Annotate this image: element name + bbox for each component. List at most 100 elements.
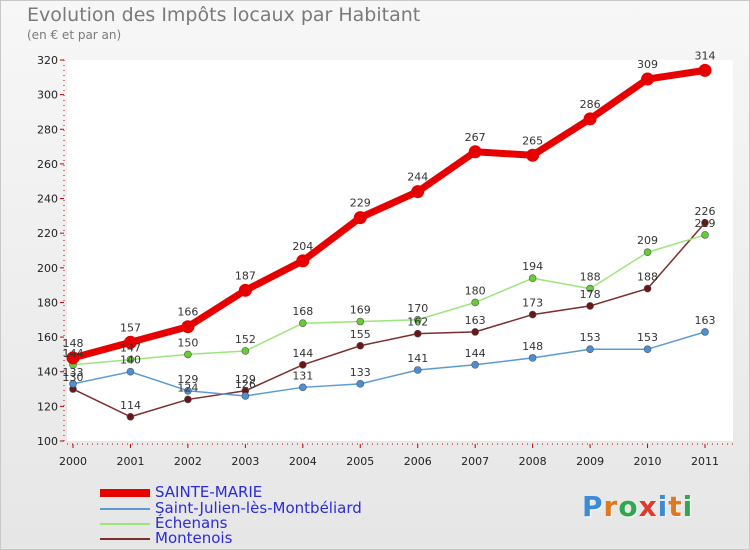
y-tick-label: 140 xyxy=(37,366,58,379)
data-point xyxy=(299,360,307,369)
data-label: 157 xyxy=(120,321,141,334)
data-label: 148 xyxy=(522,340,543,353)
data-point xyxy=(413,329,422,338)
y-tick-label: 120 xyxy=(37,400,58,413)
data-label: 173 xyxy=(522,297,543,310)
logo-letter: r xyxy=(603,490,619,523)
x-tick-label: 2005 xyxy=(346,455,374,468)
data-point xyxy=(411,185,425,199)
data-label: 131 xyxy=(292,369,313,382)
data-point xyxy=(184,386,192,395)
data-point xyxy=(528,354,537,362)
data-point xyxy=(413,315,422,324)
y-tick-label: 200 xyxy=(37,262,58,275)
logo-letter: i xyxy=(657,490,669,523)
data-label: 166 xyxy=(177,306,198,319)
series-line-2 xyxy=(72,234,706,366)
legend-swatch xyxy=(100,538,150,540)
data-point xyxy=(353,211,367,225)
data-point xyxy=(238,283,252,297)
data-point xyxy=(643,248,652,257)
data-point xyxy=(701,328,709,336)
y-tick-label: 240 xyxy=(37,193,58,206)
data-point xyxy=(69,380,77,388)
x-tick-label: 2008 xyxy=(519,455,547,468)
data-point xyxy=(701,231,709,239)
data-label: 162 xyxy=(407,316,428,329)
data-point xyxy=(698,63,712,77)
data-label: 153 xyxy=(580,331,601,344)
data-label: 226 xyxy=(695,205,716,218)
data-label: 168 xyxy=(292,305,313,318)
y-tick-label: 160 xyxy=(37,331,58,344)
data-point xyxy=(471,360,479,369)
series-line-3 xyxy=(72,222,706,418)
x-tick-label: 2002 xyxy=(174,455,202,468)
chart-title: Evolution des Impôts locaux par Habitant xyxy=(27,4,421,26)
data-label: 286 xyxy=(580,98,601,111)
data-label: 130 xyxy=(63,371,84,384)
series-line-0 xyxy=(69,66,709,362)
data-point xyxy=(471,298,479,307)
data-label: 163 xyxy=(695,314,716,327)
data-point xyxy=(181,320,195,334)
data-label: 194 xyxy=(522,260,543,273)
data-label: 265 xyxy=(522,134,543,147)
data-label: 114 xyxy=(120,399,141,412)
data-label: 244 xyxy=(407,171,428,184)
x-tick-label: 2006 xyxy=(404,455,432,468)
data-label: 267 xyxy=(465,131,486,144)
legend-swatch xyxy=(100,508,150,510)
data-point xyxy=(356,317,365,326)
data-label: 170 xyxy=(407,302,428,315)
series-line-1 xyxy=(72,331,706,397)
proxiti-logo: Proxiti xyxy=(582,490,693,523)
data-label: 144 xyxy=(63,347,84,360)
data-label: 141 xyxy=(407,352,428,365)
data-point xyxy=(643,345,652,354)
legend-label: Saint-Julien-lès-Montbéliard xyxy=(155,499,362,517)
x-tick-label: 2011 xyxy=(691,455,719,468)
data-label: 219 xyxy=(695,217,716,230)
y-tick-label: 300 xyxy=(37,89,58,102)
data-point xyxy=(526,148,540,162)
chart-subtitle: (en € et par an) xyxy=(27,28,122,42)
data-label: 314 xyxy=(695,49,716,62)
logo-letter: o xyxy=(618,490,639,523)
data-point xyxy=(413,366,422,374)
data-label: 188 xyxy=(637,271,658,284)
data-label: 209 xyxy=(637,234,658,247)
legend-swatch xyxy=(100,523,150,525)
x-tick-label: 2003 xyxy=(231,455,259,468)
data-label: 163 xyxy=(465,314,486,327)
logo-letter: x xyxy=(638,490,658,523)
data-label: 309 xyxy=(637,58,658,71)
data-point xyxy=(126,412,135,421)
x-tick-label: 2009 xyxy=(576,455,604,468)
data-label: 147 xyxy=(120,342,141,355)
plot-area xyxy=(67,60,733,441)
x-tick-label: 2001 xyxy=(116,455,144,468)
legend-swatch xyxy=(100,489,150,497)
data-point xyxy=(471,328,479,336)
data-point xyxy=(126,355,135,364)
data-label: 129 xyxy=(235,373,256,386)
y-tick-label: 180 xyxy=(37,296,58,309)
x-tick-label: 2010 xyxy=(634,455,662,468)
logo-letter: t xyxy=(668,490,683,523)
data-point xyxy=(241,347,250,355)
data-point xyxy=(299,383,307,392)
data-label: 187 xyxy=(235,269,256,282)
data-point xyxy=(528,274,537,283)
data-label: 153 xyxy=(637,331,658,344)
data-point xyxy=(184,395,192,404)
y-tick-label: 220 xyxy=(37,227,58,240)
x-tick-label: 2000 xyxy=(59,455,87,468)
legend-label: Échenans xyxy=(155,514,228,532)
data-point xyxy=(296,254,310,268)
data-label: 229 xyxy=(350,197,371,210)
data-label: 178 xyxy=(580,288,601,301)
data-label: 124 xyxy=(177,381,198,394)
data-point xyxy=(468,145,482,159)
y-tick-label: 320 xyxy=(37,54,58,67)
